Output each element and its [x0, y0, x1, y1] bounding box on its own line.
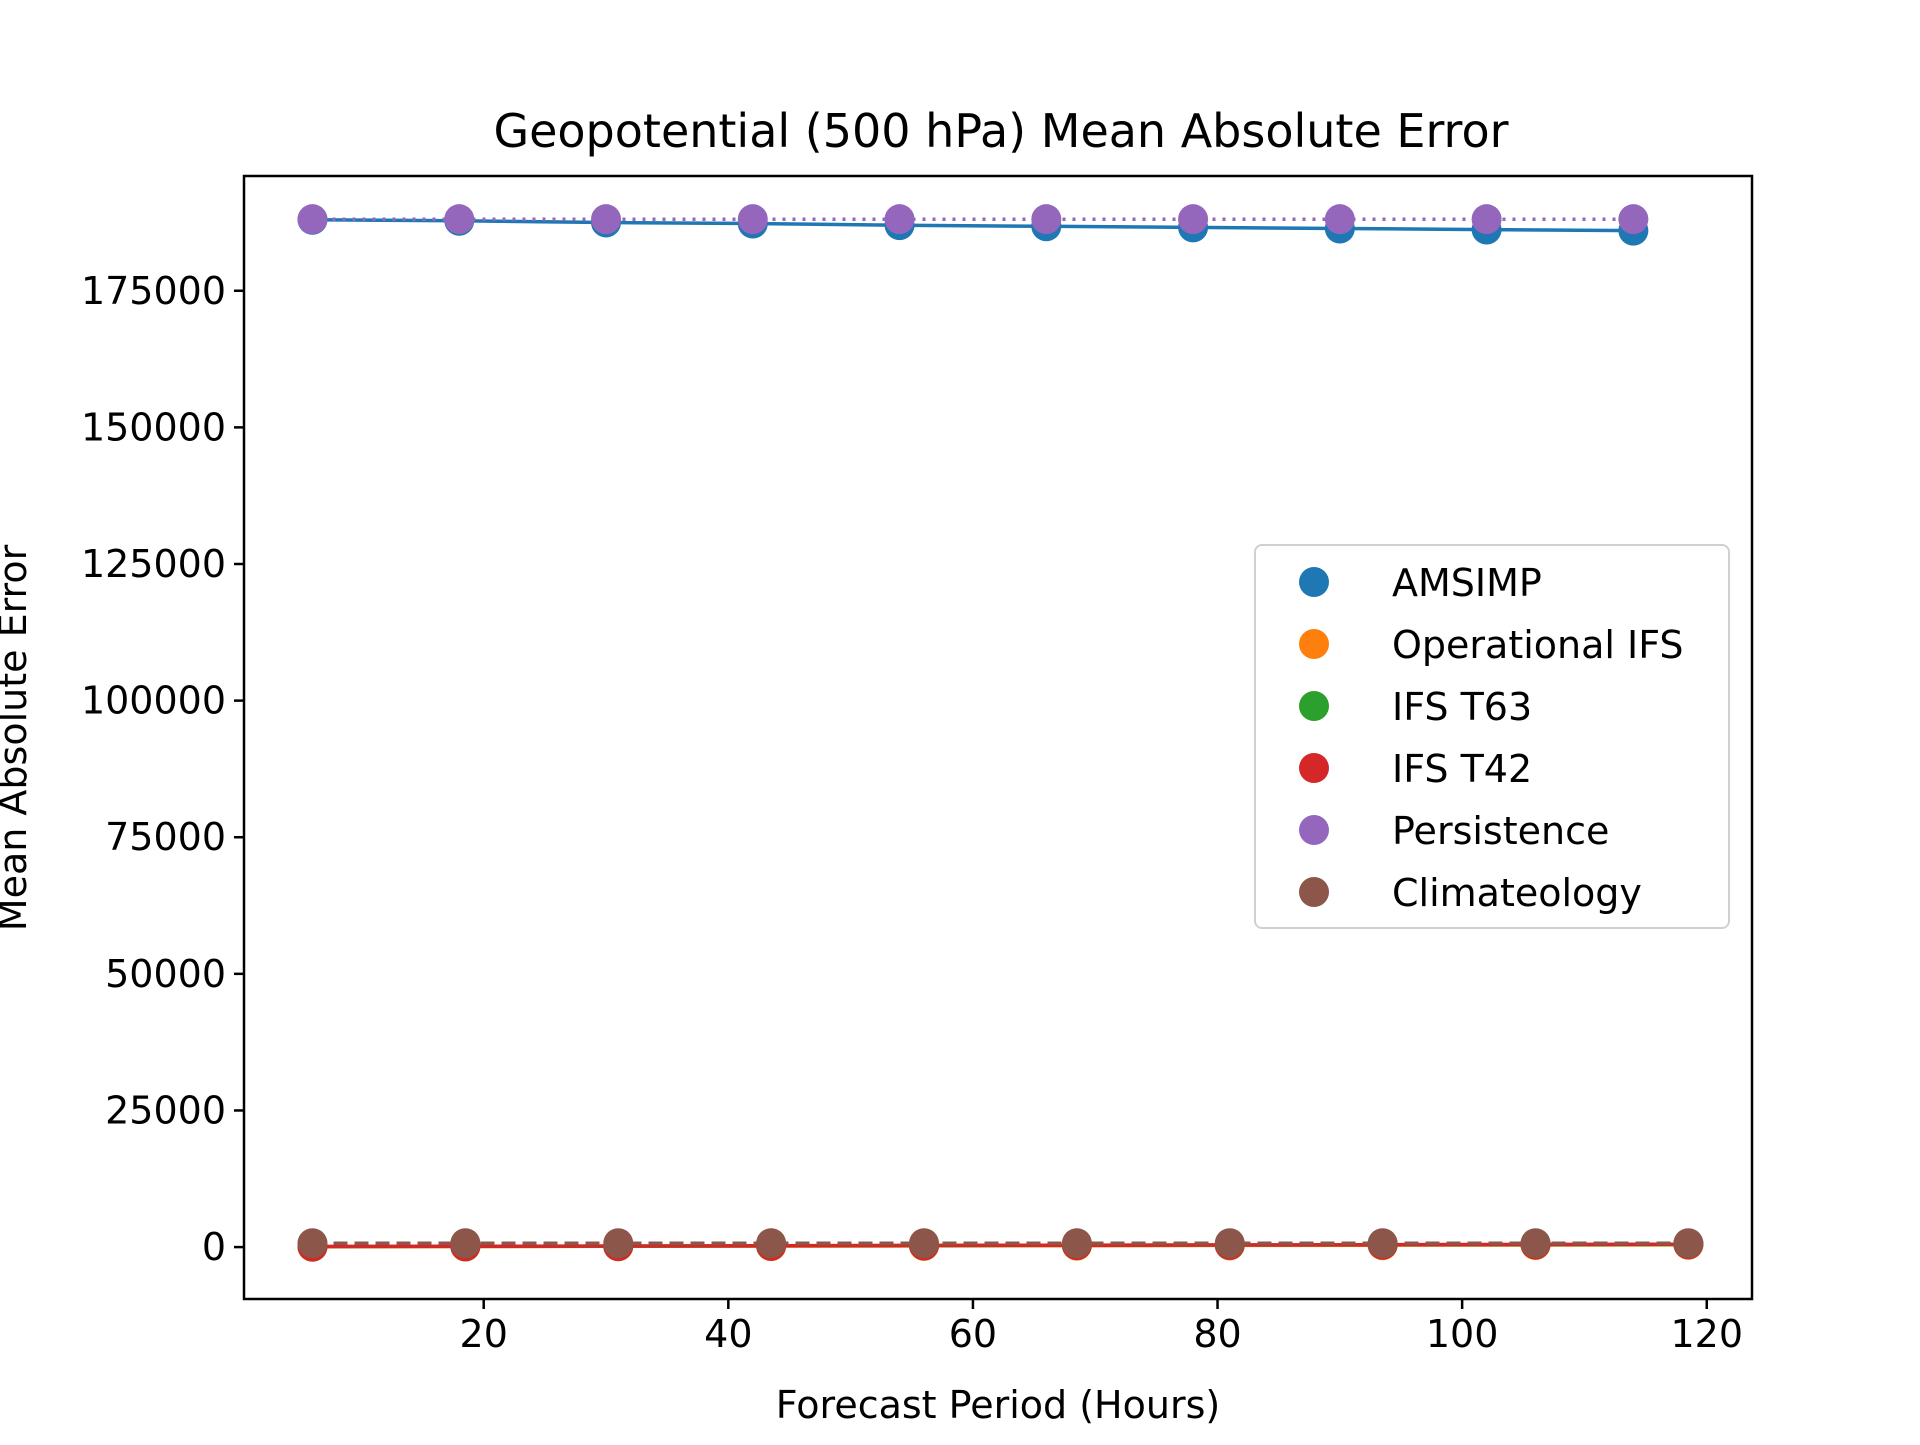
y-tick-label: 75000 [105, 815, 226, 859]
legend-marker-ifs-t63 [1299, 691, 1329, 721]
data-point-persistence [1618, 204, 1649, 235]
legend-label-ifs-t42: IFS T42 [1392, 747, 1532, 791]
plot-marks [297, 204, 1704, 1262]
data-point-climateology [1367, 1228, 1398, 1259]
data-point-persistence [591, 204, 622, 235]
x-tick-label: 40 [704, 1312, 752, 1356]
legend-frame [1254, 544, 1730, 929]
legend-marker-climateology [1299, 877, 1329, 907]
data-point-climateology [297, 1228, 328, 1259]
data-point-persistence [1324, 204, 1355, 235]
x-tick-label: 120 [1670, 1312, 1743, 1356]
y-tick-label: 50000 [105, 952, 226, 996]
data-point-persistence [884, 204, 915, 235]
data-point-persistence [1178, 204, 1209, 235]
y-tick-label: 150000 [81, 405, 226, 449]
y-tick-label: 100000 [81, 679, 226, 723]
series-line-amsimp [312, 217, 1634, 233]
data-point-persistence [1471, 204, 1502, 235]
data-point-climateology [909, 1228, 940, 1259]
data-point-climateology [603, 1228, 634, 1259]
data-point-persistence [297, 204, 328, 235]
x-axis-label: Forecast Period (Hours) [776, 1383, 1220, 1427]
legend-label-persistence: Persistence [1392, 809, 1609, 853]
y-tick-label: 125000 [81, 542, 226, 586]
y-tick-label: 0 [202, 1225, 226, 1269]
legend-label-climateology: Climateology [1392, 871, 1642, 915]
data-point-climateology [450, 1228, 481, 1259]
data-point-persistence [737, 204, 768, 235]
y-tick-label: 25000 [105, 1088, 226, 1132]
x-tick-label: 60 [949, 1312, 997, 1356]
data-point-climateology [1520, 1228, 1551, 1259]
legend-marker-amsimp [1299, 567, 1329, 597]
legend-marker-operational-ifs [1299, 629, 1329, 659]
x-tick-label: 20 [460, 1312, 508, 1356]
x-axis: 20 40 60 80 100 120 [460, 1299, 1743, 1356]
chart-title: Geopotential (500 hPa) Mean Absolute Err… [493, 104, 1508, 158]
series-line-ifs-t42 [312, 1242, 1689, 1249]
legend-marker-ifs-t42 [1299, 753, 1329, 783]
legend-label-amsimp: AMSIMP [1392, 561, 1542, 605]
plot-frame [242, 174, 1754, 1301]
y-tick-label: 175000 [81, 269, 226, 313]
legend-label-operational-ifs: Operational IFS [1392, 623, 1684, 667]
data-point-climateology [1061, 1228, 1092, 1259]
x-tick-label: 80 [1193, 1312, 1241, 1356]
data-point-persistence [444, 204, 475, 235]
data-point-climateology [1214, 1228, 1245, 1259]
y-axis: 0 25000 50000 75000 100000 125000 150000 175000 [81, 269, 244, 1269]
y-axis-label: Mean Absolute Error [0, 544, 35, 931]
legend-label-ifs-t63: IFS T63 [1392, 685, 1532, 729]
data-point-persistence [1031, 204, 1062, 235]
data-point-climateology [756, 1228, 787, 1259]
x-tick-label: 100 [1426, 1312, 1499, 1356]
legend-marker-persistence [1299, 815, 1329, 845]
legend: AMSIMP Operational IFS IFS T63 IFS T42 Persi… [1254, 544, 1730, 929]
data-point-climateology [1673, 1228, 1704, 1259]
